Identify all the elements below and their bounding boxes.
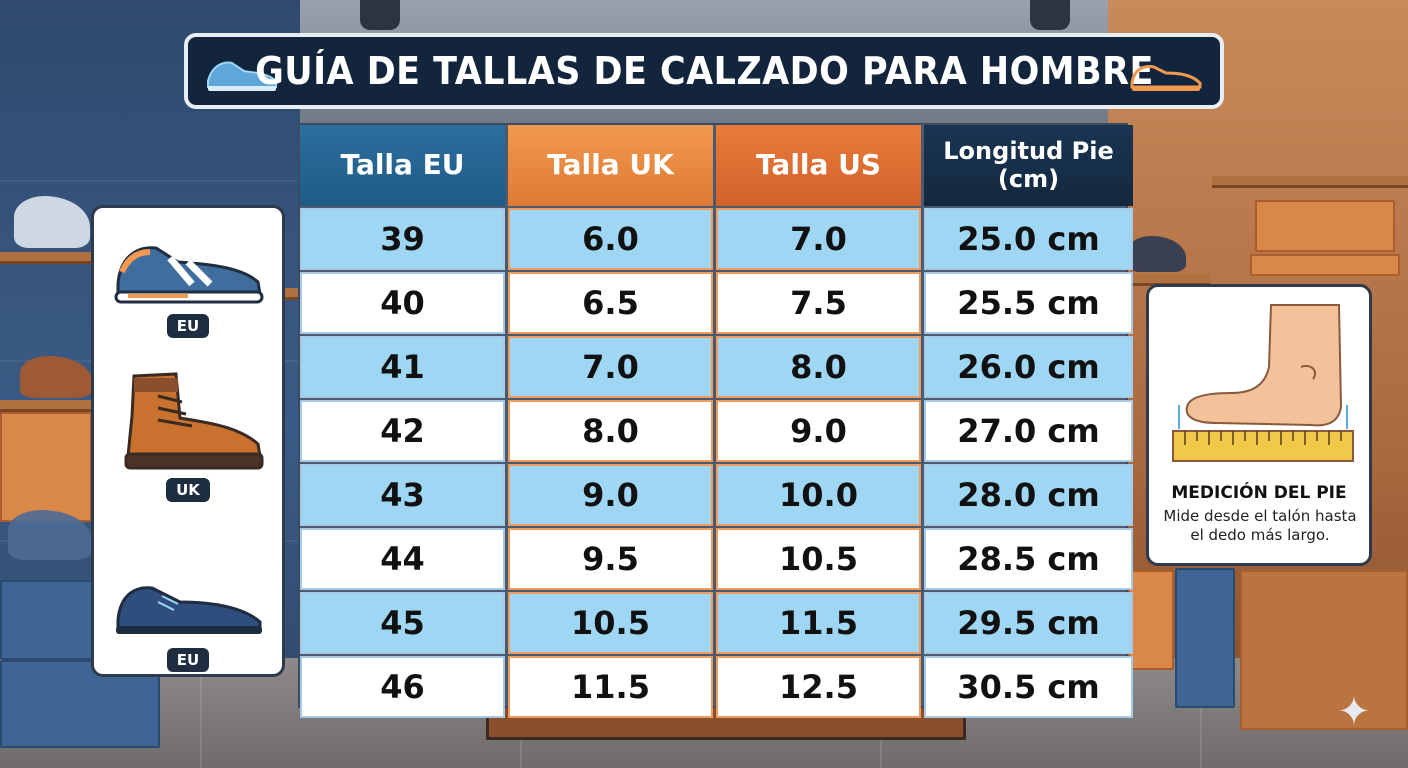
cell-length: 29.5 cm bbox=[924, 592, 1133, 654]
sneaker-icon bbox=[114, 246, 264, 304]
header-us: Talla US bbox=[716, 125, 921, 206]
cell-us: 9.0 bbox=[716, 400, 921, 462]
shelf bbox=[285, 288, 299, 300]
dress-shoe-icon bbox=[1130, 65, 1202, 91]
cell-us: 12.5 bbox=[716, 656, 921, 718]
cell-uk: 8.0 bbox=[508, 400, 713, 462]
size-table: Talla EU Talla UK Talla US Longitud Pie … bbox=[298, 123, 1133, 718]
ceiling-spotlight bbox=[360, 0, 400, 30]
cell-eu: 43 bbox=[300, 464, 505, 526]
cell-uk: 7.0 bbox=[508, 336, 713, 398]
measure-title: MEDICIÓN DEL PIE bbox=[1171, 483, 1347, 503]
cell-eu: 40 bbox=[300, 272, 505, 334]
header-uk: Talla UK bbox=[508, 125, 713, 206]
cell-us: 7.0 bbox=[716, 208, 921, 270]
cell-eu: 39 bbox=[300, 208, 505, 270]
cell-us: 10.0 bbox=[716, 464, 921, 526]
cell-length: 25.5 cm bbox=[924, 272, 1133, 334]
boot-icon bbox=[124, 372, 264, 470]
shelf-shoe bbox=[1128, 236, 1186, 272]
header-foot-length: Longitud Pie (cm) bbox=[924, 125, 1133, 206]
foot-ruler-icon bbox=[1172, 304, 1354, 462]
sneaker-icon bbox=[207, 61, 277, 91]
shelf-shoe bbox=[20, 356, 92, 398]
cell-eu: 45 bbox=[300, 592, 505, 654]
cell-uk: 10.5 bbox=[508, 592, 713, 654]
shoe-box bbox=[1175, 568, 1235, 708]
cell-length: 28.0 cm bbox=[924, 464, 1133, 526]
sparkle-icon: ✦ bbox=[1337, 689, 1371, 735]
shoe-item-dress-shoe: EU bbox=[94, 556, 282, 672]
cell-uk: 9.5 bbox=[508, 528, 713, 590]
shoe-item-boot: UK bbox=[94, 366, 282, 502]
cell-us: 11.5 bbox=[716, 592, 921, 654]
cell-eu: 46 bbox=[300, 656, 505, 718]
shelf bbox=[1212, 176, 1408, 188]
shoe-box bbox=[1255, 200, 1395, 252]
shelf bbox=[0, 400, 92, 412]
cell-uk: 9.0 bbox=[508, 464, 713, 526]
measure-description: Mide desde el talón hasta el dedo más la… bbox=[1163, 507, 1357, 544]
cell-length: 28.5 cm bbox=[924, 528, 1133, 590]
shelf bbox=[0, 252, 92, 264]
shelf-sneaker bbox=[8, 510, 92, 560]
wooden-crate bbox=[1240, 570, 1408, 730]
title-banner: GUÍA DE TALLAS DE CALZADO PARA HOMBRE bbox=[184, 33, 1224, 109]
region-badge: UK bbox=[166, 478, 210, 502]
cell-eu: 41 bbox=[300, 336, 505, 398]
cell-us: 10.5 bbox=[716, 528, 921, 590]
cell-eu: 42 bbox=[300, 400, 505, 462]
cell-length: 25.0 cm bbox=[924, 208, 1133, 270]
foot-measurement-card: MEDICIÓN DEL PIE Mide desde el talón has… bbox=[1146, 284, 1372, 566]
dress-shoe-icon bbox=[116, 586, 262, 634]
cell-length: 27.0 cm bbox=[924, 400, 1133, 462]
shelf-sneaker bbox=[14, 196, 90, 248]
ceiling-spotlight bbox=[1030, 0, 1070, 30]
cell-us: 8.0 bbox=[716, 336, 921, 398]
cell-uk: 11.5 bbox=[508, 656, 713, 718]
page-title: GUÍA DE TALLAS DE CALZADO PARA HOMBRE bbox=[254, 49, 1154, 93]
shoe-item-sneaker: EU bbox=[94, 222, 282, 338]
shoe-types-card: EU UK EU bbox=[91, 205, 285, 677]
cell-length: 26.0 cm bbox=[924, 336, 1133, 398]
header-eu: Talla EU bbox=[300, 125, 505, 206]
cell-uk: 6.5 bbox=[508, 272, 713, 334]
shoe-box bbox=[1128, 570, 1174, 670]
region-badge: EU bbox=[166, 314, 210, 338]
shoe-box bbox=[0, 412, 92, 522]
cell-eu: 44 bbox=[300, 528, 505, 590]
cell-length: 30.5 cm bbox=[924, 656, 1133, 718]
shoe-box bbox=[1250, 254, 1400, 276]
cell-uk: 6.0 bbox=[508, 208, 713, 270]
cell-us: 7.5 bbox=[716, 272, 921, 334]
region-badge: EU bbox=[166, 648, 210, 672]
